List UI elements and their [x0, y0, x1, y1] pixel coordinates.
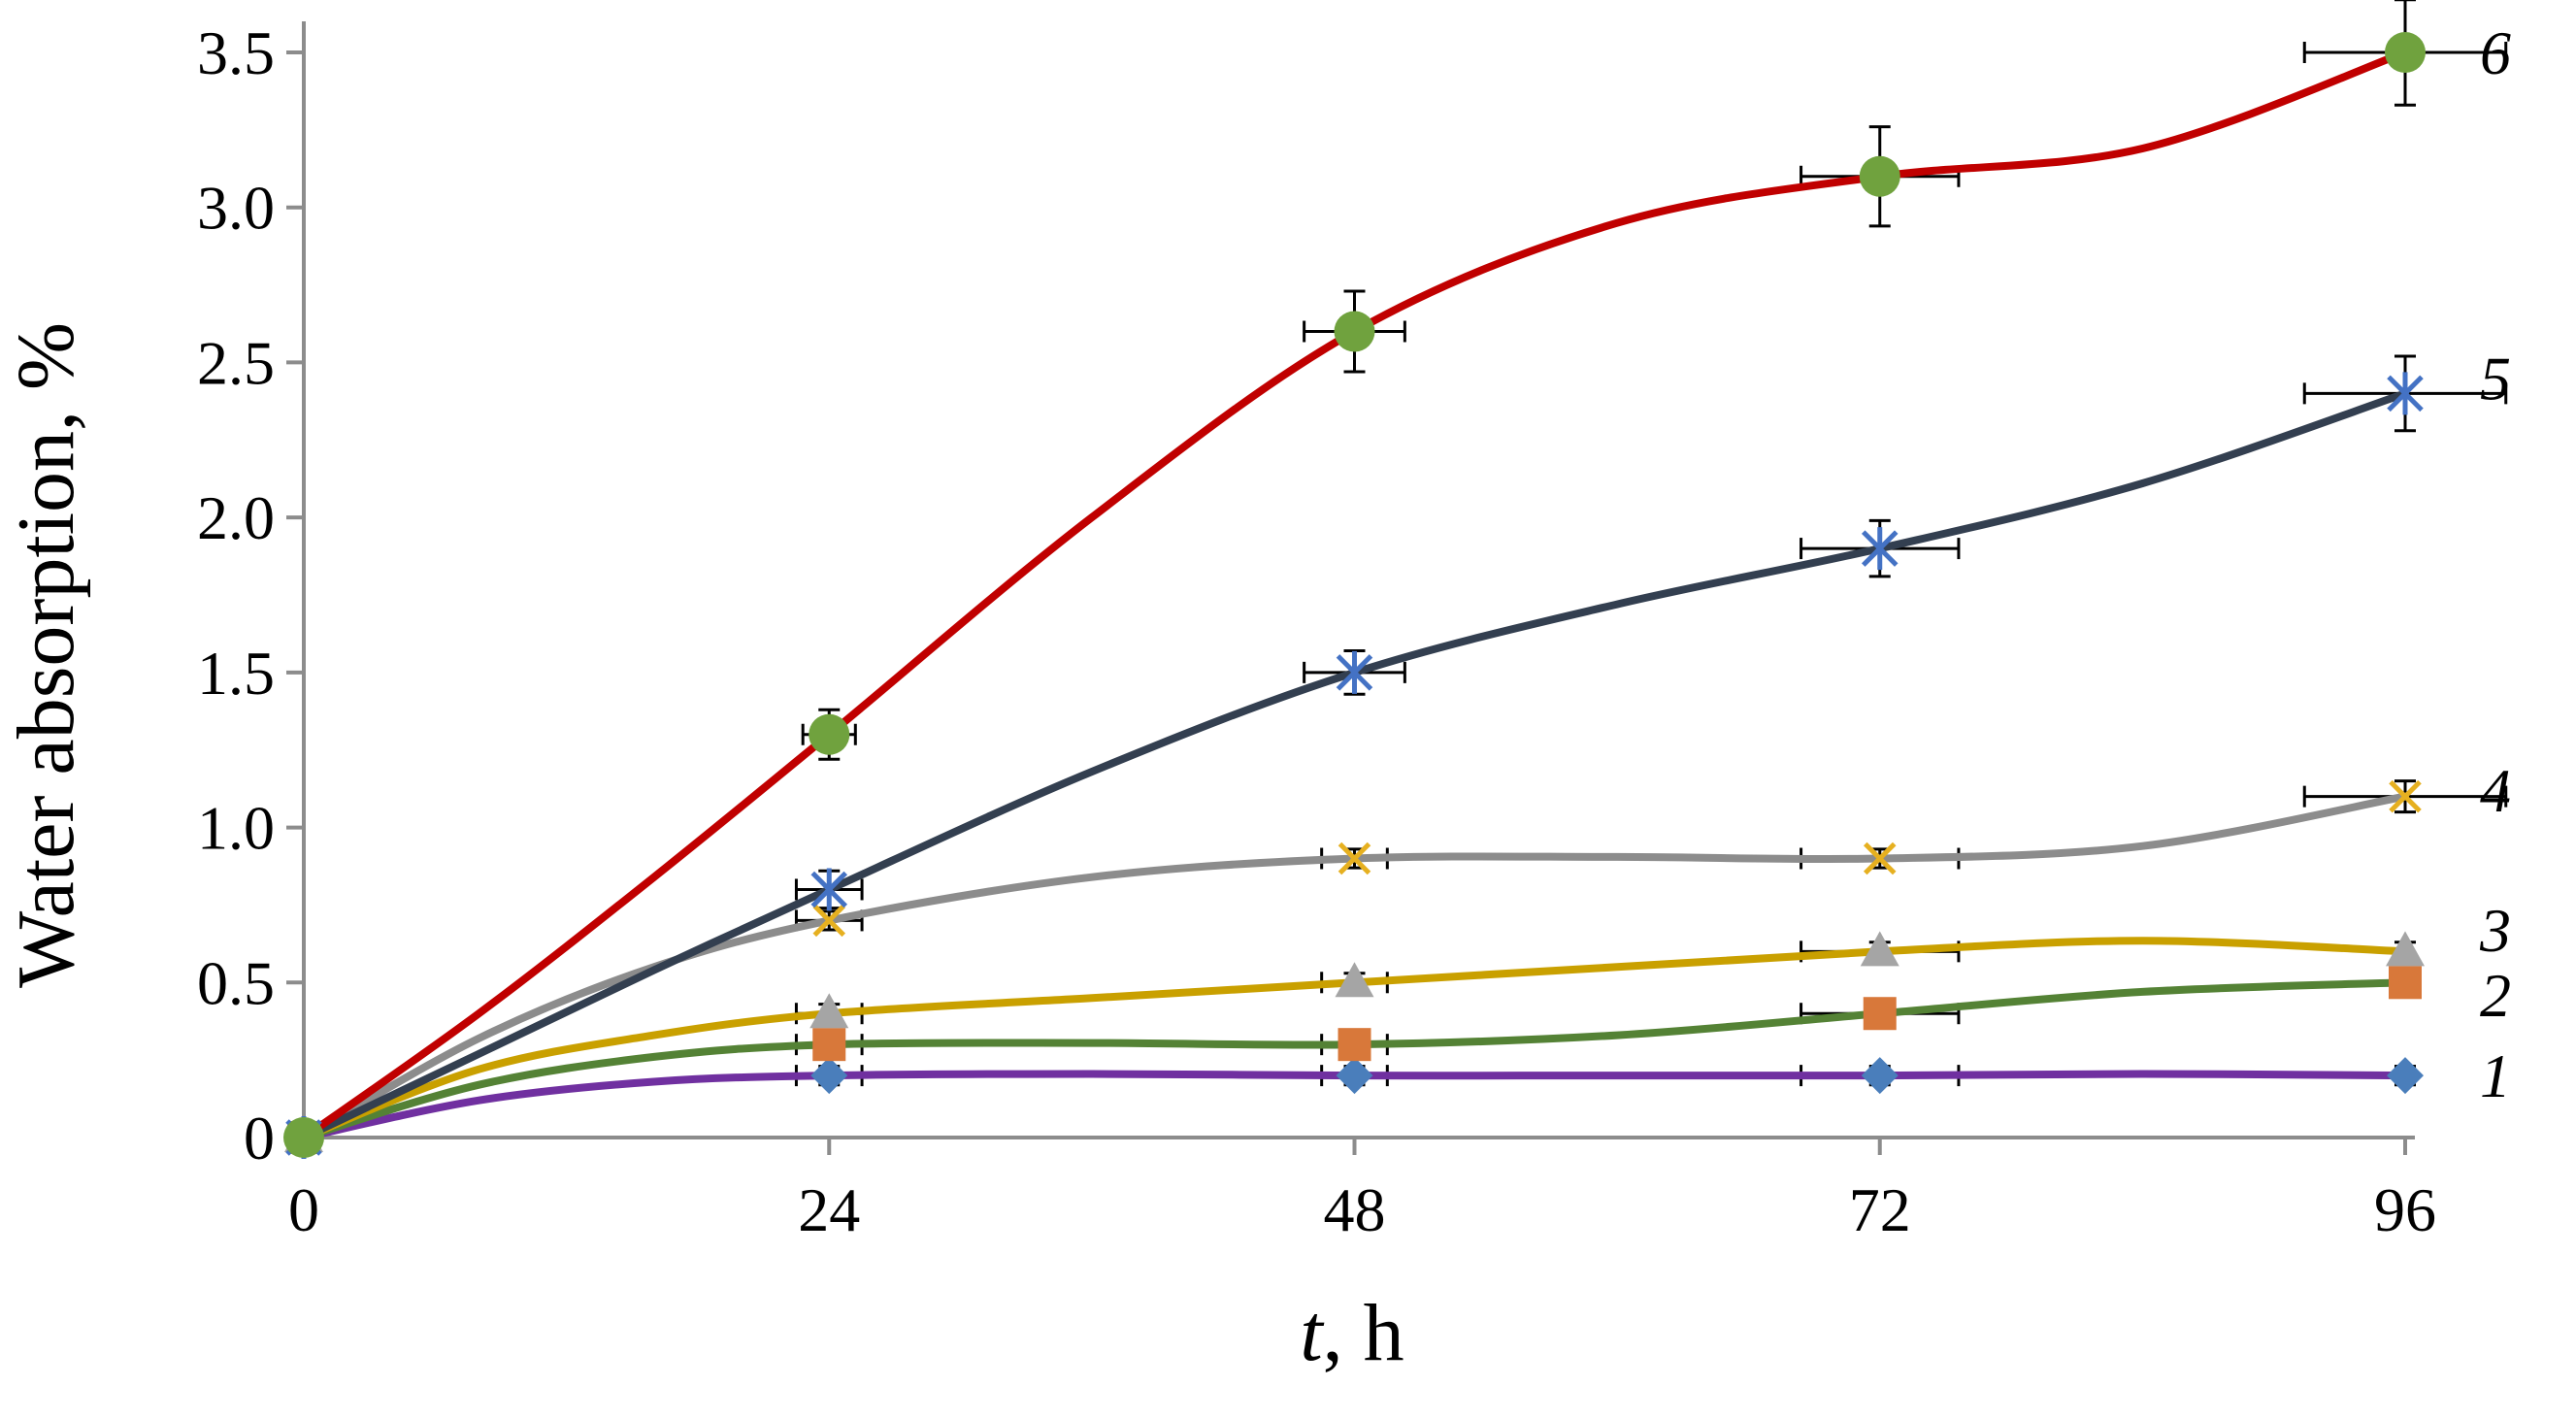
series-3-marker — [1860, 931, 1899, 967]
series-5-marker — [810, 868, 848, 911]
series-2-marker — [1863, 997, 1897, 1031]
series-3-marker — [2386, 931, 2425, 967]
series-1-marker — [810, 1057, 848, 1095]
series-3-marker — [1335, 962, 1374, 998]
series-1-label: 1 — [2480, 1041, 2511, 1110]
y-tick-label: 2.5 — [197, 328, 275, 397]
series-3-curve — [300, 937, 2409, 1141]
y-axis-title: Water absorption, % — [1, 322, 91, 988]
series-6-marker — [1334, 311, 1375, 352]
series-4-label: 4 — [2480, 756, 2511, 825]
error-bars — [794, 0, 2508, 1087]
y-tick-label: 1.5 — [197, 639, 275, 708]
x-axis-title-unit: , h — [1323, 1288, 1404, 1378]
x-tick-label: 72 — [1849, 1175, 1911, 1244]
x-axis-title-variable: t — [1300, 1288, 1325, 1378]
x-tick-label: 0 — [288, 1175, 319, 1244]
series-3-marker — [809, 993, 849, 1029]
marker-x-stroke — [1863, 842, 1897, 875]
series-curves — [300, 49, 2409, 1141]
series-5-curve — [300, 389, 2409, 1141]
x-tick-label: 48 — [1324, 1175, 1386, 1244]
series-6-marker — [2385, 32, 2426, 73]
series-1-marker — [1336, 1057, 1373, 1095]
series-4-marker — [812, 904, 846, 938]
series-2-marker — [1338, 1028, 1371, 1062]
series-6-curve — [300, 49, 2409, 1141]
x-tick-label: 96 — [2374, 1175, 2436, 1244]
y-tick-label: 3.5 — [197, 18, 275, 87]
series-4-curve — [300, 792, 2409, 1141]
axes: 0 0.5 1.0 1.5 2.0 2.5 3.0 3.5 0 24 48 72 96 — [197, 18, 2436, 1244]
series-1-marker — [1861, 1057, 1899, 1095]
series-6-label: 6 — [2480, 18, 2511, 87]
series-5-marker — [2387, 372, 2424, 415]
y-tick-label: 0.5 — [197, 948, 275, 1017]
series-5-marker — [1336, 650, 1373, 694]
series-4-marker — [1338, 842, 1371, 875]
series-4-marker — [1863, 842, 1897, 875]
series-6-marker — [809, 713, 850, 755]
marker-x-stroke — [1338, 842, 1371, 875]
marker-x-stroke — [812, 904, 846, 938]
y-tick-label: 3.0 — [197, 174, 275, 243]
series-4-marker — [2389, 779, 2422, 813]
series-6-marker — [1859, 155, 1900, 197]
series-6-marker — [283, 1117, 324, 1158]
series-1-marker — [2387, 1057, 2424, 1095]
series-2-marker — [2389, 966, 2422, 1000]
series-2-label: 2 — [2480, 961, 2511, 1030]
series-1-curve — [300, 1070, 2409, 1141]
y-tick-label: 0 — [244, 1104, 275, 1172]
series-5-marker — [1861, 527, 1899, 571]
y-tick-label: 1.0 — [197, 794, 275, 863]
marker-x-stroke — [2389, 779, 2422, 813]
series-2-curve — [300, 978, 2409, 1141]
x-tick-label: 24 — [798, 1175, 860, 1244]
y-tick-label: 2.0 — [197, 483, 275, 552]
series-5-label: 5 — [2480, 344, 2511, 412]
series-3-label: 3 — [2479, 896, 2511, 965]
series-2-marker — [812, 1028, 846, 1062]
series-markers — [283, 32, 2426, 1159]
x-axis-title: t, h — [1300, 1288, 1404, 1378]
